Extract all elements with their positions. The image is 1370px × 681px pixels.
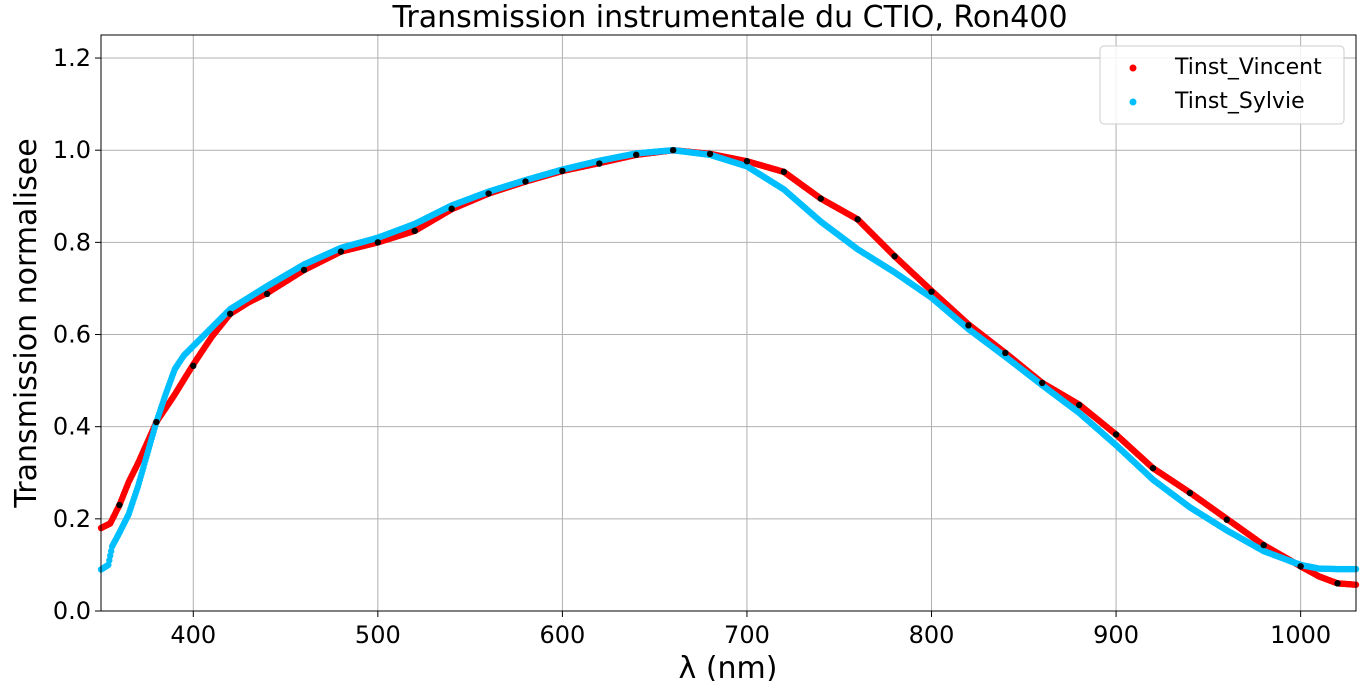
chart-title: Transmission instrumentale du CTIO, Ron4… xyxy=(391,0,1067,35)
data-point xyxy=(854,216,861,223)
data-point xyxy=(780,168,788,176)
data-point xyxy=(263,290,271,298)
x-tick-label: 700 xyxy=(724,621,770,649)
data-point xyxy=(1039,379,1046,387)
data-point xyxy=(965,322,972,329)
series-layer xyxy=(97,147,1360,588)
y-tick-label: 0.2 xyxy=(53,505,91,533)
y-tick-label: 1.2 xyxy=(53,44,91,72)
data-point xyxy=(669,147,677,154)
data-point xyxy=(1075,401,1083,409)
x-tick-label: 600 xyxy=(539,621,585,649)
ticks-layer: 400 500 600 700 800 900 1000 0.0 0.2 0.4 0.6 0.8 1.0… xyxy=(53,44,1331,649)
data-point xyxy=(226,310,234,317)
data-point xyxy=(1149,464,1157,472)
data-point xyxy=(411,227,418,235)
data-point xyxy=(337,248,345,255)
data-point xyxy=(596,160,603,167)
x-tick-label: 1000 xyxy=(1270,621,1331,649)
y-tick-label: 0.4 xyxy=(53,413,91,441)
legend-marker-tinst-vincent xyxy=(1129,64,1137,72)
x-tick-label: 900 xyxy=(1093,621,1139,649)
data-point xyxy=(706,150,714,158)
y-tick-label: 1.0 xyxy=(53,136,91,164)
legend: Tinst_Vincent Tinst_Sylvie xyxy=(1099,45,1345,125)
data-point xyxy=(522,178,529,185)
legend-label-tinst-sylvie: Tinst_Sylvie xyxy=(1174,89,1305,114)
data-point xyxy=(1223,516,1231,523)
data-point xyxy=(116,501,123,509)
data-point xyxy=(559,167,566,175)
y-tick-label: 0.0 xyxy=(53,597,91,625)
y-tick-label: 0.8 xyxy=(53,228,91,256)
series-2 xyxy=(116,147,1341,587)
plot-frame xyxy=(100,34,1357,612)
data-point xyxy=(1297,563,1304,570)
legend-marker-tinst-sylvie xyxy=(1129,98,1137,106)
x-tick-label: 500 xyxy=(355,621,401,649)
legend-label-tinst-vincent: Tinst_Vincent xyxy=(1174,55,1322,80)
data-point xyxy=(300,266,308,274)
data-point xyxy=(928,288,935,295)
data-point xyxy=(1002,349,1009,357)
data-point xyxy=(891,252,898,260)
data-point xyxy=(633,151,640,159)
data-point xyxy=(448,205,455,212)
data-point xyxy=(1334,580,1341,587)
data-point xyxy=(1112,431,1120,438)
y-tick-label: 0.6 xyxy=(53,321,91,349)
data-point xyxy=(817,195,824,202)
data-point xyxy=(1260,541,1267,549)
y-axis-title: Transmission normalisee xyxy=(9,138,44,508)
legend-box xyxy=(1099,45,1345,125)
data-point xyxy=(485,190,492,197)
x-axis-title: λ (nm) xyxy=(679,651,778,681)
data-point xyxy=(743,158,751,165)
data-point xyxy=(374,239,382,246)
x-tick-label: 400 xyxy=(170,621,216,649)
data-point xyxy=(153,418,160,426)
data-point xyxy=(190,362,197,370)
data-point xyxy=(1186,489,1194,497)
x-tick-label: 800 xyxy=(909,621,955,649)
